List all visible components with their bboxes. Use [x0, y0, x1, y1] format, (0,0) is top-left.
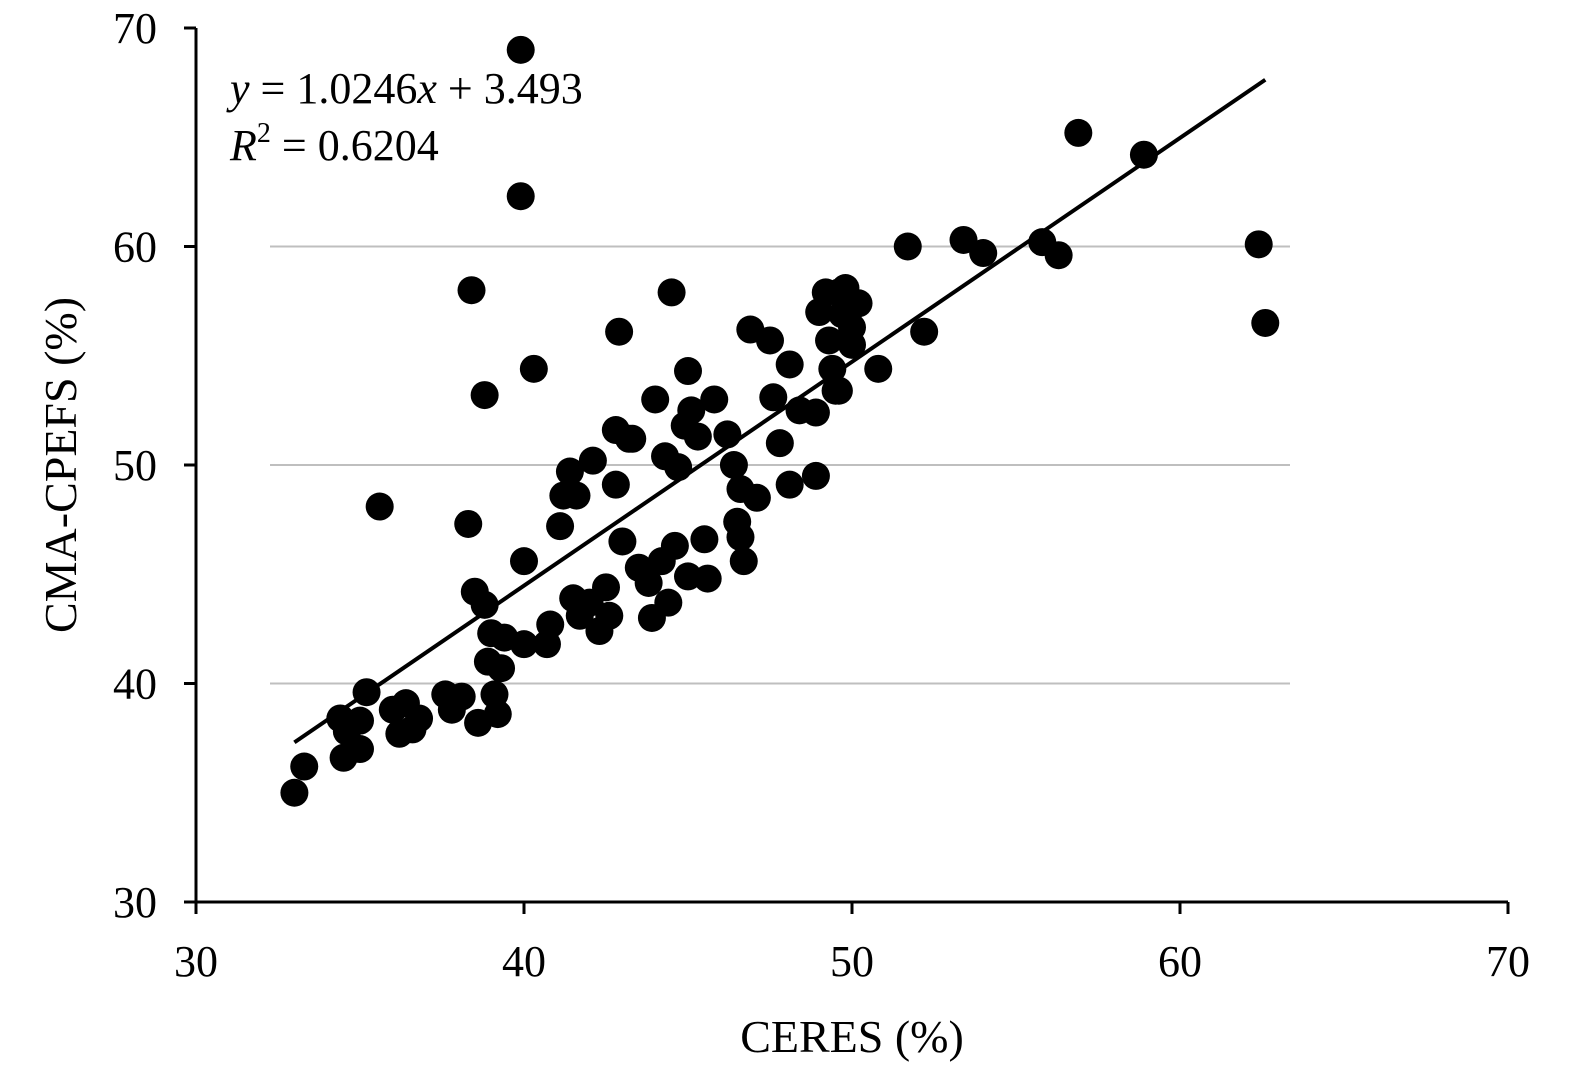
r-squared-label: R2 = 0.6204 — [229, 118, 439, 170]
data-point — [838, 313, 866, 342]
data-point — [729, 547, 758, 576]
data-point — [864, 354, 893, 383]
data-point — [457, 276, 486, 305]
data-point — [1129, 140, 1158, 169]
data-point — [1251, 308, 1280, 337]
data-point — [713, 420, 742, 449]
data-point — [470, 590, 499, 619]
regression-equation: y = 1.0246x + 3.493 — [226, 64, 583, 113]
data-point — [660, 531, 689, 560]
data-point — [759, 383, 788, 412]
data-point — [365, 492, 394, 521]
data-point — [618, 424, 647, 453]
data-point — [657, 278, 686, 307]
r-squared-var: R — [229, 121, 257, 170]
data-point — [664, 453, 693, 482]
data-point — [700, 385, 729, 414]
data-point — [775, 470, 804, 499]
data-point — [893, 232, 922, 261]
r-squared-value: = 0.6204 — [271, 121, 439, 170]
data-point — [801, 398, 830, 427]
y-axis-ticks: 30 40 50 60 70 — [113, 4, 196, 927]
data-point — [290, 752, 319, 781]
data-point — [818, 354, 847, 383]
data-point — [601, 470, 630, 499]
equation-slope: = 1.0246 — [250, 64, 418, 113]
y-tick-label-50: 50 — [113, 441, 157, 490]
x-axis-ticks: 30 40 50 60 70 — [174, 902, 1530, 986]
data-point — [519, 354, 548, 383]
data-point — [690, 525, 719, 554]
data-point — [605, 317, 634, 346]
data-point — [592, 573, 620, 602]
data-point — [765, 429, 794, 458]
data-point — [536, 610, 565, 639]
data-point — [634, 568, 663, 597]
equation-intercept: + 3.493 — [437, 64, 583, 113]
y-tick-label-30: 30 — [113, 878, 157, 927]
data-point — [595, 601, 624, 630]
data-point — [405, 704, 434, 733]
data-point — [683, 422, 712, 451]
data-point — [470, 381, 499, 410]
data-point — [654, 588, 683, 617]
data-point — [719, 451, 748, 479]
data-point — [506, 182, 535, 211]
data-point — [844, 289, 873, 318]
data-point — [674, 357, 702, 386]
data-point — [487, 654, 516, 683]
data-point — [562, 481, 591, 510]
data-point — [801, 461, 830, 490]
y-tick-label-70: 70 — [113, 4, 157, 53]
gridlines — [270, 245, 1290, 685]
data-point — [815, 326, 844, 355]
x-tick-label-40: 40 — [502, 937, 546, 986]
y-axis-title: CMA-CPEFS (%) — [35, 297, 86, 633]
trendline — [293, 78, 1267, 745]
x-tick-label-70: 70 — [1486, 937, 1530, 986]
data-point — [346, 706, 374, 735]
y-tick-label-60: 60 — [113, 223, 157, 272]
data-point — [775, 350, 804, 379]
data-point — [510, 547, 538, 576]
data-point — [641, 385, 670, 414]
data-point — [742, 483, 771, 512]
x-tick-label-50: 50 — [830, 937, 874, 986]
data-point — [555, 457, 584, 486]
data-point — [510, 630, 538, 659]
equation-x-var: x — [416, 64, 437, 113]
data-points — [280, 35, 1280, 807]
data-point — [454, 509, 483, 538]
data-point — [1064, 118, 1093, 147]
x-tick-label-60: 60 — [1158, 937, 1202, 986]
data-point — [608, 527, 637, 556]
data-point — [546, 512, 575, 541]
data-point — [1044, 241, 1073, 270]
r-squared-sup: 2 — [257, 118, 271, 149]
data-point — [910, 317, 939, 346]
data-point — [726, 523, 755, 552]
data-point — [824, 376, 853, 405]
data-point — [346, 735, 374, 764]
equation-y-var: y — [226, 64, 250, 113]
x-tick-label-30: 30 — [174, 937, 218, 986]
data-point — [969, 239, 998, 268]
data-point — [677, 396, 706, 425]
data-point — [756, 326, 784, 355]
data-point — [447, 682, 476, 711]
data-point — [1244, 230, 1273, 259]
data-point — [949, 225, 978, 254]
y-tick-label-40: 40 — [113, 660, 157, 709]
data-point — [693, 564, 722, 593]
data-point — [280, 778, 309, 807]
x-axis-title: CERES (%) — [740, 1011, 964, 1062]
data-point — [506, 35, 535, 64]
data-point — [578, 446, 607, 475]
data-point — [483, 700, 512, 729]
